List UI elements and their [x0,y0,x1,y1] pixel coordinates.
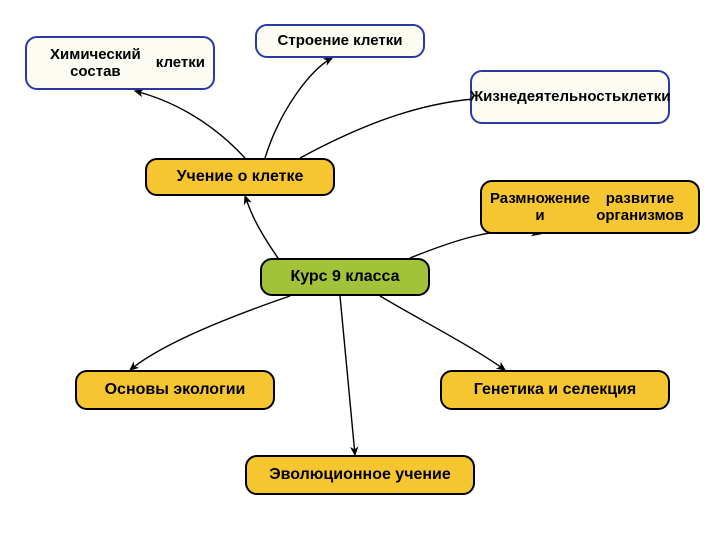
edge-7 [340,296,355,455]
node-reprod: Размножение иразвитие организмов [480,180,700,234]
node-chem: Химический составклетки [25,36,215,90]
node-ecology: Основы экологии [75,370,275,410]
node-struct: Строение клетки [255,24,425,58]
edge-2 [300,98,490,158]
edge-4 [410,231,540,258]
edge-3 [245,196,278,258]
edge-6 [380,296,505,370]
edge-0 [135,91,245,158]
node-evo: Эволюционное учение [245,455,475,495]
node-cell: Учение о клетке [145,158,335,196]
edge-1 [265,58,332,158]
edge-5 [130,296,290,370]
node-life: Жизнедеятельностьклетки [470,70,670,124]
node-course: Курс 9 класса [260,258,430,296]
node-genetics: Генетика и селекция [440,370,670,410]
